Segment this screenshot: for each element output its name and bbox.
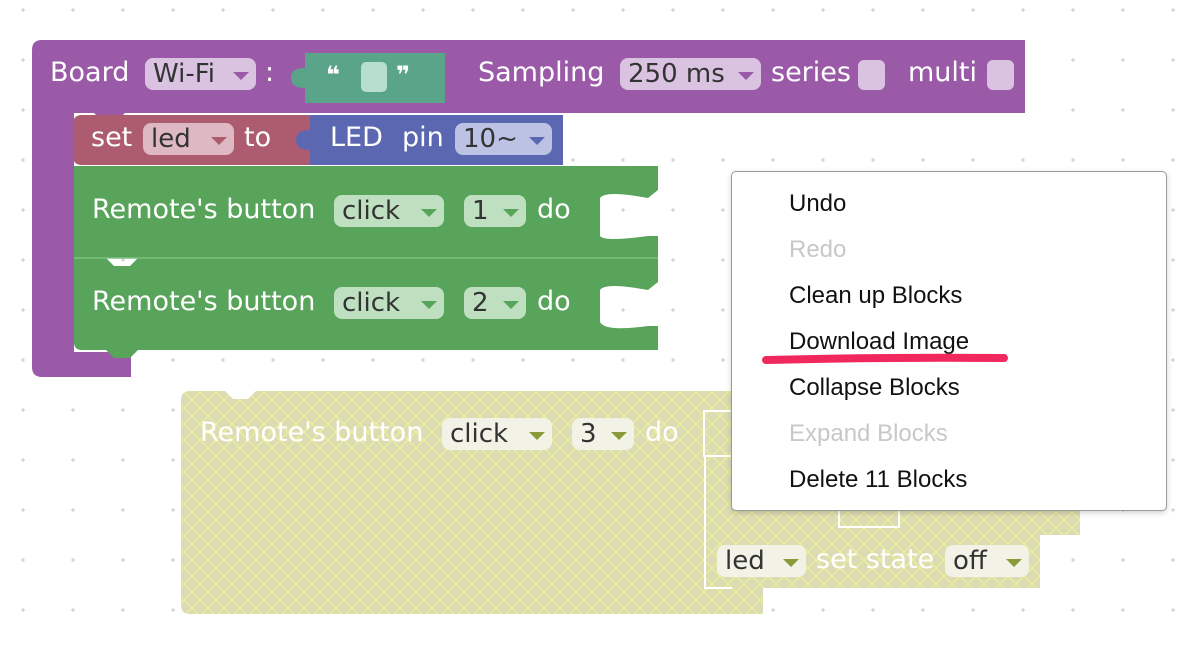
series-label: series: [771, 57, 851, 88]
menu-item-delete[interactable]: Delete 11 Blocks: [789, 466, 968, 493]
chevron-down-icon: [783, 559, 799, 567]
remote-2-do-label: do: [537, 286, 571, 317]
remote-2-label: Remote's button: [92, 286, 316, 317]
board-colon: :: [265, 57, 275, 88]
remote-1-label: Remote's button: [92, 194, 316, 225]
board-connection-value: Wi-Fi: [153, 59, 216, 89]
disabled-event-value: click: [450, 419, 509, 449]
menu-item-collapse[interactable]: Collapse Blocks: [789, 374, 960, 401]
remote-1-event-value: click: [342, 196, 401, 226]
series-checkbox[interactable]: [858, 60, 885, 90]
chevron-down-icon: [503, 301, 519, 309]
highlight-underline: [762, 353, 1008, 364]
set-label: set: [91, 122, 133, 153]
menu-item-download-image[interactable]: Download Image: [789, 328, 970, 355]
board-label: Board: [50, 57, 130, 88]
disabled-button-dropdown[interactable]: 3: [572, 418, 634, 450]
remote-1-button-value: 1: [472, 196, 489, 226]
sampling-value: 250 ms: [628, 59, 725, 89]
multi-label: multi: [908, 57, 978, 88]
multi-checkbox[interactable]: [987, 60, 1014, 90]
disabled-do-label: do: [645, 417, 679, 448]
chevron-down-icon: [421, 301, 437, 309]
set-to-label: to: [244, 122, 272, 153]
chevron-down-icon: [503, 209, 519, 217]
led-label: LED: [330, 122, 383, 153]
disabled-button-value: 3: [580, 419, 597, 449]
remote-1-event-dropdown[interactable]: click: [334, 195, 444, 227]
quote-close-icon: ❞: [396, 61, 411, 89]
remote-2-button-dropdown[interactable]: 2: [464, 287, 526, 319]
menu-item-undo[interactable]: Undo: [789, 190, 847, 217]
remote-1-button-dropdown[interactable]: 1: [464, 195, 526, 227]
disabled-state-value: off: [953, 546, 987, 576]
disabled-state-dropdown[interactable]: off: [945, 545, 1029, 577]
chevron-down-icon: [421, 209, 437, 217]
pin-dropdown[interactable]: 10~: [455, 123, 552, 155]
disabled-var-dropdown[interactable]: led: [717, 545, 806, 577]
menu-item-redo[interactable]: Redo: [789, 236, 847, 263]
remote-2-event-value: click: [342, 288, 401, 318]
disabled-var-value: led: [725, 546, 765, 576]
chevron-down-icon: [211, 137, 227, 145]
pin-label: pin: [402, 122, 444, 153]
disabled-remote-label: Remote's button: [200, 417, 424, 448]
disabled-set-state-label: set state: [816, 544, 935, 575]
board-connection-dropdown[interactable]: Wi-Fi: [145, 58, 256, 90]
chevron-down-icon: [611, 432, 627, 440]
menu-item-expand[interactable]: Expand Blocks: [789, 420, 948, 447]
chevron-down-icon: [1006, 559, 1022, 567]
pin-value: 10~: [463, 124, 518, 154]
disabled-event-dropdown[interactable]: click: [442, 418, 552, 450]
sampling-label: Sampling: [478, 57, 605, 88]
set-variable-value: led: [151, 124, 191, 154]
chevron-down-icon: [233, 72, 249, 80]
chevron-down-icon: [529, 432, 545, 440]
chevron-down-icon: [738, 72, 754, 80]
remote-2-event-dropdown[interactable]: click: [334, 287, 444, 319]
chevron-down-icon: [529, 137, 545, 145]
remote-1-do-label: do: [537, 194, 571, 225]
remote-2-button-value: 2: [472, 288, 489, 318]
set-variable-dropdown[interactable]: led: [143, 123, 234, 155]
context-menu: Undo Redo Clean up Blocks Download Image…: [731, 171, 1167, 511]
menu-item-clean-up[interactable]: Clean up Blocks: [789, 282, 963, 309]
sampling-dropdown[interactable]: 250 ms: [620, 58, 761, 90]
quote-open-icon: ❝: [326, 61, 341, 89]
